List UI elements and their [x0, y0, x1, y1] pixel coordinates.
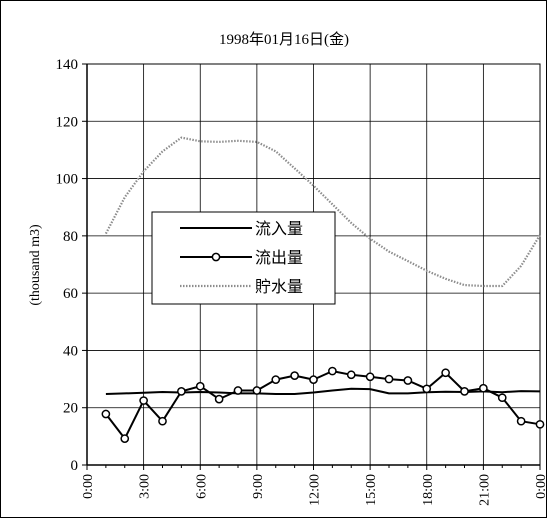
y-axis-label: (thousand m3): [28, 224, 43, 306]
data-point: [233, 386, 243, 395]
y-tick-label: 100: [56, 172, 79, 188]
x-tick-label: 18:00: [421, 474, 436, 506]
y-tick-label: 0: [71, 458, 79, 474]
data-point: [214, 394, 224, 404]
y-axis-ticks: 0 20 40 60 80 100 120 140: [56, 57, 87, 474]
data-point: [177, 387, 186, 396]
data-point: [441, 368, 450, 378]
x-tick-label: 0:00: [534, 474, 547, 499]
x-tick-label: 0:00: [81, 474, 96, 499]
x-tick-label: 15:00: [364, 474, 379, 506]
data-point: [195, 381, 205, 391]
data-point: [365, 372, 375, 382]
data-point: [479, 383, 488, 393]
data-point: [346, 370, 356, 380]
y-tick-label: 20: [63, 401, 78, 417]
data-point: [422, 384, 432, 394]
series-2: [104, 136, 541, 288]
data-point: [101, 409, 111, 419]
series-line: [104, 136, 541, 288]
y-tick-label: 40: [63, 343, 78, 359]
legend-label: 流出量: [255, 249, 303, 267]
x-tick-label: 9:00: [251, 474, 266, 499]
data-point: [252, 386, 262, 395]
legend-label: 貯水量: [255, 278, 303, 296]
data-point: [120, 434, 130, 443]
data-point: [403, 376, 413, 385]
data-point: [535, 419, 545, 429]
legend-label: 流入量: [255, 220, 303, 238]
x-tick-label: 12:00: [308, 474, 323, 506]
data-point: [139, 396, 148, 405]
data-point: [309, 375, 318, 384]
x-tick-label: 6:00: [194, 474, 209, 499]
y-tick-label: 120: [56, 114, 79, 130]
y-tick-label: 140: [56, 57, 79, 73]
data-point: [271, 375, 281, 384]
data-point: [328, 366, 337, 376]
data-point: [497, 393, 507, 403]
x-axis-ticks: 0:00 3:00 6:00 9:00 12:00 15:00 18:00 21:00 0:00: [81, 465, 547, 506]
x-tick-label: 21:00: [477, 474, 492, 506]
y-tick-label: 60: [63, 286, 78, 302]
series-1: [101, 366, 545, 443]
data-point: [516, 416, 526, 426]
data-point: [384, 374, 394, 384]
chart-title: 1998年01月16日(金): [219, 31, 349, 48]
series-layer: [101, 136, 545, 443]
data-point: [290, 371, 299, 380]
data-point: [460, 387, 469, 396]
data-point: [158, 416, 167, 426]
legend-marker: [211, 252, 221, 262]
y-tick-label: 80: [63, 229, 78, 245]
x-tick-label: 3:00: [138, 474, 153, 499]
